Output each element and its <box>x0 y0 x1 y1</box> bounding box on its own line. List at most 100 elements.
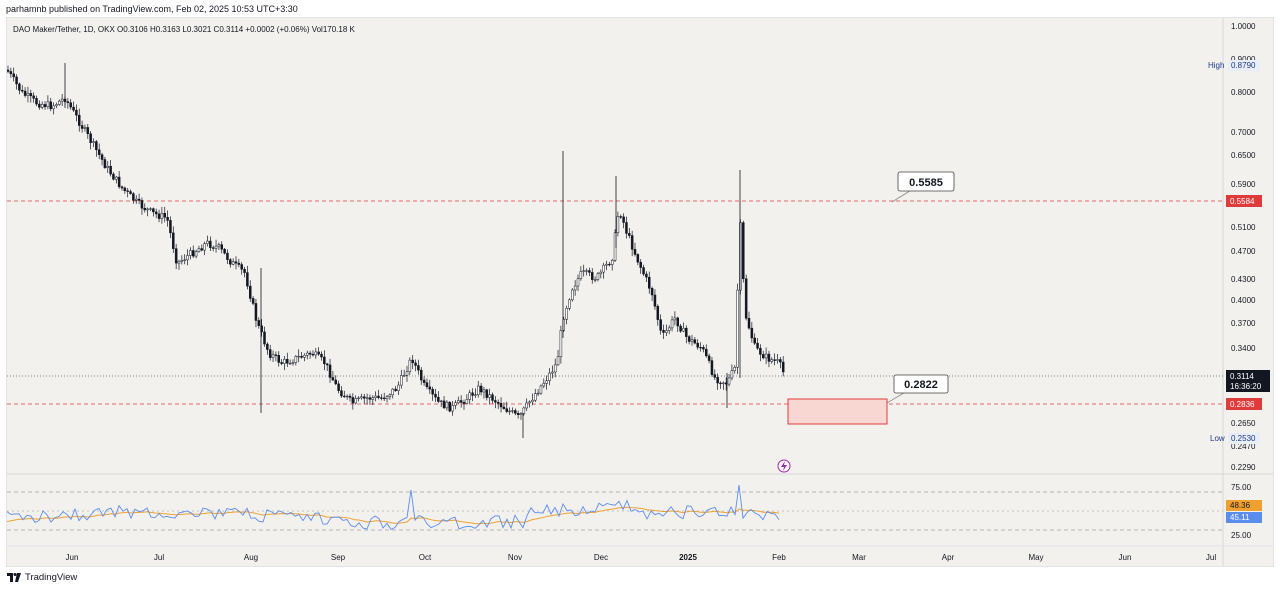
candle-body <box>363 396 366 399</box>
candle-body <box>519 413 523 415</box>
candle-body <box>234 261 238 264</box>
candle-body <box>690 339 694 342</box>
candle-body <box>713 374 717 378</box>
candle-body <box>625 222 628 234</box>
candle-body <box>229 259 232 265</box>
time-axis-label: Mar <box>852 553 866 562</box>
candle-body <box>100 154 104 160</box>
candle-body <box>143 207 147 211</box>
candle-body <box>457 400 460 403</box>
candle-body <box>46 101 50 108</box>
time-axis[interactable]: Jun Jul Aug Sep Oct Nov Dec 2025 Feb Mar Apr May Jun… <box>66 553 1217 562</box>
candle-body <box>9 71 13 75</box>
candle-body <box>573 285 577 291</box>
candle-body <box>80 125 84 129</box>
candle-body <box>616 216 620 234</box>
candle-body <box>719 382 722 385</box>
candle-body <box>180 259 184 262</box>
candle-body <box>60 98 64 102</box>
candle-body <box>437 396 440 402</box>
price-tick-label: 0.5900 <box>1231 180 1256 189</box>
candle-body <box>223 248 226 254</box>
candle-body <box>117 176 121 188</box>
candle-body <box>146 208 149 211</box>
candle-body <box>78 114 81 126</box>
candle-body <box>371 397 375 400</box>
price-tick-label: 0.4700 <box>1231 247 1256 256</box>
candle-body <box>676 317 679 327</box>
support-price-badge <box>1226 398 1262 410</box>
candle-body <box>496 401 500 404</box>
candle-body <box>325 363 329 366</box>
candle-body <box>103 159 107 168</box>
candle-body <box>317 351 320 355</box>
candle-body <box>291 362 295 364</box>
footer <box>0 569 1280 592</box>
rsi-line <box>6 484 780 530</box>
price-axis[interactable]: 1.0000 0.9000 0.8000 0.7000 0.6500 0.5900 0.51… <box>1231 22 1256 472</box>
price-tick-label: 0.4000 <box>1231 296 1256 305</box>
candle-body <box>254 303 258 321</box>
candle-body <box>66 101 70 103</box>
candle-body <box>69 102 72 108</box>
candle-body <box>271 354 275 358</box>
candle-body <box>522 407 526 414</box>
candle-body <box>593 279 597 281</box>
candle-body <box>86 127 90 134</box>
candle-body <box>360 396 363 399</box>
rsi-ma-line <box>6 506 780 525</box>
time-axis-label: Jul <box>154 553 164 562</box>
candle-body <box>246 272 249 287</box>
low-label: Low <box>1210 434 1225 443</box>
publish-header: parhamnb published on TradingView.com, F… <box>0 0 1280 17</box>
candle-body <box>459 400 463 403</box>
candle-body <box>43 104 47 108</box>
candle-body <box>556 356 560 366</box>
support-callout[interactable] <box>893 374 949 394</box>
candle-body <box>334 379 337 385</box>
time-axis-label: Aug <box>244 553 258 562</box>
candle-body <box>320 353 323 358</box>
candle-body <box>539 385 543 394</box>
candle-body <box>505 408 508 412</box>
rsi-ma-value: 48.36 <box>1230 501 1251 510</box>
candle-body <box>126 190 129 192</box>
chart-svg[interactable]: DAO Maker/Tether, 1D, OKX O0.3106 H0.316… <box>6 18 1273 566</box>
candle-body <box>764 353 768 359</box>
tradingview-logo[interactable]: TradingView <box>7 572 77 583</box>
candle-body <box>667 327 671 331</box>
candle-body <box>710 360 714 375</box>
candle-body <box>431 388 434 395</box>
chart-area[interactable]: DAO Maker/Tether, 1D, OKX O0.3106 H0.316… <box>6 17 1274 567</box>
lightning-icon[interactable] <box>777 459 791 473</box>
candle-body <box>779 359 782 363</box>
high-value: 0.8790 <box>1231 61 1256 70</box>
candle-body <box>491 394 494 401</box>
candle-body <box>402 375 406 377</box>
price-tick-label: 0.8000 <box>1231 88 1256 97</box>
candle-body <box>385 396 389 400</box>
candle-body <box>400 375 403 386</box>
candle-body <box>197 248 201 252</box>
candle-body <box>308 352 312 355</box>
rsi-tick-25: 25.00 <box>1231 531 1252 540</box>
candle-body <box>345 395 349 398</box>
price-tick-label: 0.2470 <box>1231 442 1256 451</box>
candle-body <box>15 76 18 85</box>
support-zone[interactable] <box>787 398 888 425</box>
candle-body <box>263 331 266 345</box>
candle-body <box>622 216 625 223</box>
candle-body <box>468 392 471 400</box>
candle-body <box>58 100 61 105</box>
candle-body <box>770 359 774 362</box>
candle-body <box>545 380 548 384</box>
candle-body <box>494 400 497 403</box>
candle-body <box>633 249 637 255</box>
candle-body <box>311 353 315 356</box>
candle-body <box>565 308 568 320</box>
candle-body <box>32 95 35 99</box>
price-tick-label: 0.2290 <box>1231 463 1256 472</box>
resistance-callout[interactable] <box>897 171 955 192</box>
price-tick-label: 0.7000 <box>1231 128 1256 137</box>
candle-body <box>531 399 534 403</box>
